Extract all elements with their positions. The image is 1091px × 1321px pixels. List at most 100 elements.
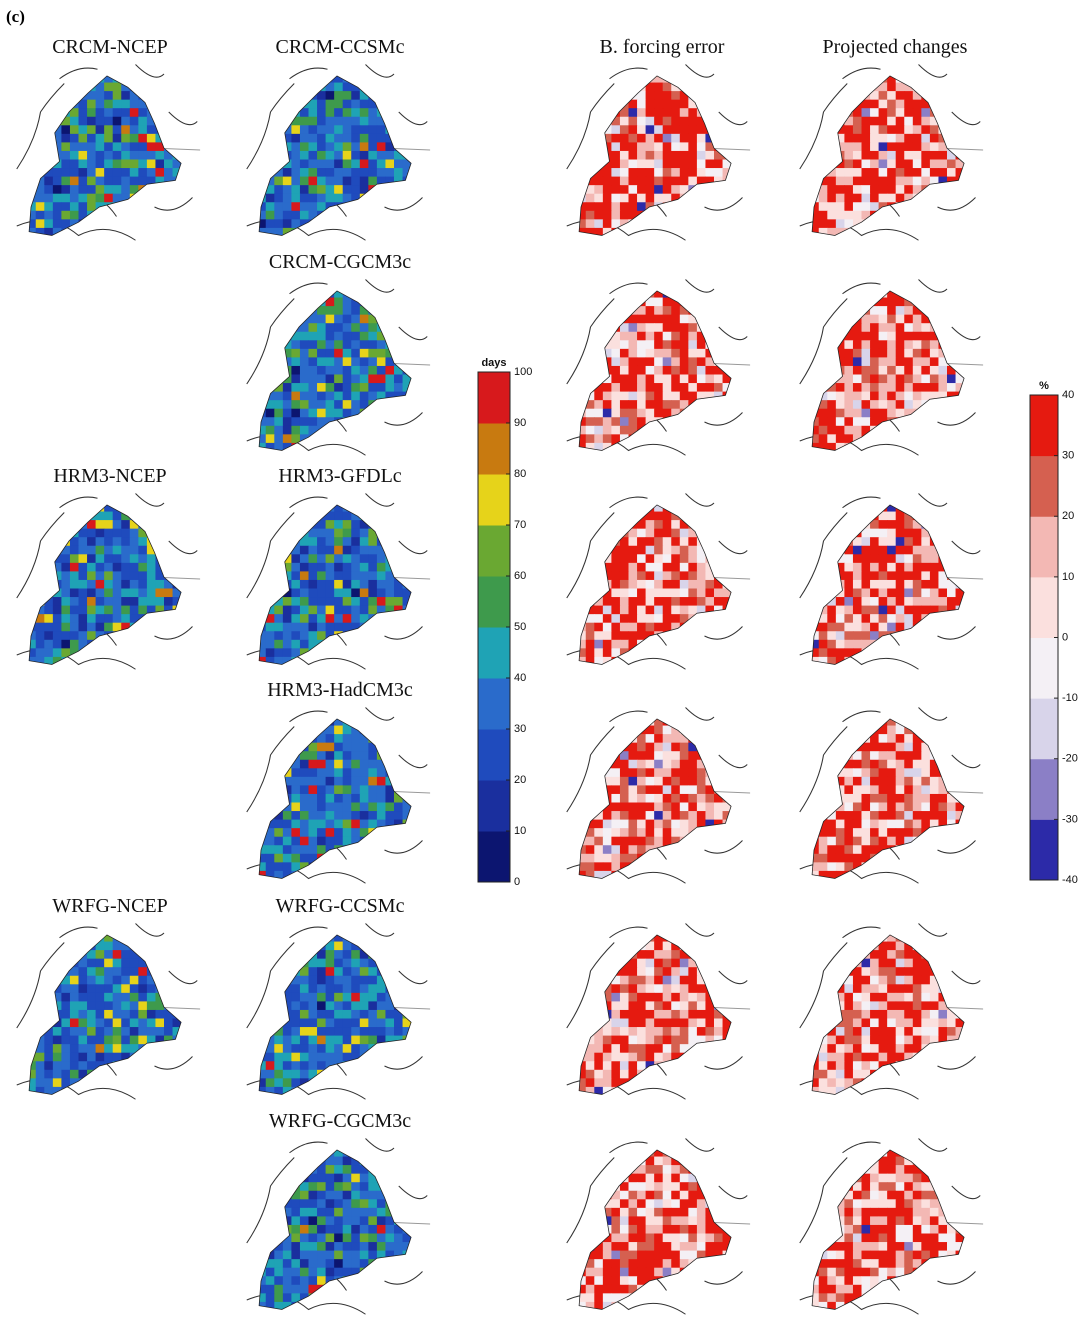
map-cell [844,503,853,512]
map-cell [181,614,190,623]
map-cell [44,512,53,521]
map-cell [181,503,190,512]
map-cell [351,665,360,674]
map-cell [138,503,147,512]
map-cell [680,400,689,409]
map-cell [938,665,947,674]
map-cell [411,211,420,220]
map-cell [637,845,646,854]
map-cell [377,375,386,384]
map-cell [827,134,836,143]
map-cell [731,503,740,512]
map-cell [862,125,871,134]
map-cell [394,451,403,460]
map-cell [360,768,369,777]
map-cell [611,879,620,888]
map-cell [603,554,612,563]
map-cell [360,417,369,426]
map-cell [309,83,318,92]
map-cell [844,400,853,409]
map-cell [705,83,714,92]
map-cell [334,554,343,563]
map-cell [827,571,836,580]
map-cell [947,512,956,521]
map-cell [343,349,352,358]
map-cell [266,845,275,854]
map-cell [411,828,420,837]
map-cell [61,202,70,211]
map-cell [853,357,862,366]
map-cell [385,451,394,460]
map-cell [810,202,819,211]
map-cell [394,589,403,598]
map-cell [697,717,706,726]
map-cell [96,194,105,203]
map-cell [629,160,638,169]
map-cell [326,597,335,606]
map-cell [53,520,62,529]
map-cell [351,768,360,777]
map-cell [680,537,689,546]
map-cell [731,871,740,880]
map-cell [343,383,352,392]
map-cell [930,134,939,143]
map-cell [705,142,714,151]
map-cell [714,554,723,563]
map-cell [44,614,53,623]
map-cell [113,100,122,109]
map-cell [70,563,79,572]
map-cell [810,100,819,109]
map-cell [317,760,326,769]
map-cell [300,820,309,829]
map-cell [394,443,403,452]
map-cell [147,151,156,160]
map-cell [680,614,689,623]
map-cell [113,91,122,100]
map-cell [680,366,689,375]
map-cell [334,134,343,143]
map-cell [629,589,638,598]
map-cell [351,743,360,752]
map-cell [326,785,335,794]
map-cell [705,811,714,820]
map-cell [603,529,612,538]
map-cell [637,349,646,358]
map-cell [930,631,939,640]
map-cell [334,580,343,589]
map-cell [620,151,629,160]
map-cell [956,236,965,245]
map-cell [629,845,638,854]
map-cell [257,108,266,117]
map-cell [964,657,973,666]
map-cell [79,160,88,169]
map-cell [300,134,309,143]
map-cell [173,177,182,186]
map-cell [723,751,732,760]
field [577,503,740,674]
map-cell [723,871,732,880]
map-cell [360,151,369,160]
map-cell [697,657,706,666]
map-cell [577,512,586,521]
map-cell [879,563,888,572]
map-cell [836,185,845,194]
map-cell [44,219,53,228]
map-cell [326,108,335,117]
map-cell [343,512,352,521]
map-cell [603,236,612,245]
map-cell [731,657,740,666]
map-cell [611,512,620,521]
map-cell [403,777,412,786]
map-cell [257,529,266,538]
map-cell [819,332,828,341]
map-cell [870,571,879,580]
map-cell [714,751,723,760]
map-cell [61,160,70,169]
map-cell [394,108,403,117]
map-cell [629,777,638,786]
map-cell [334,785,343,794]
map-cell [138,74,147,83]
map-cell [309,606,318,615]
map-cell [36,640,45,649]
map-cell [663,580,672,589]
